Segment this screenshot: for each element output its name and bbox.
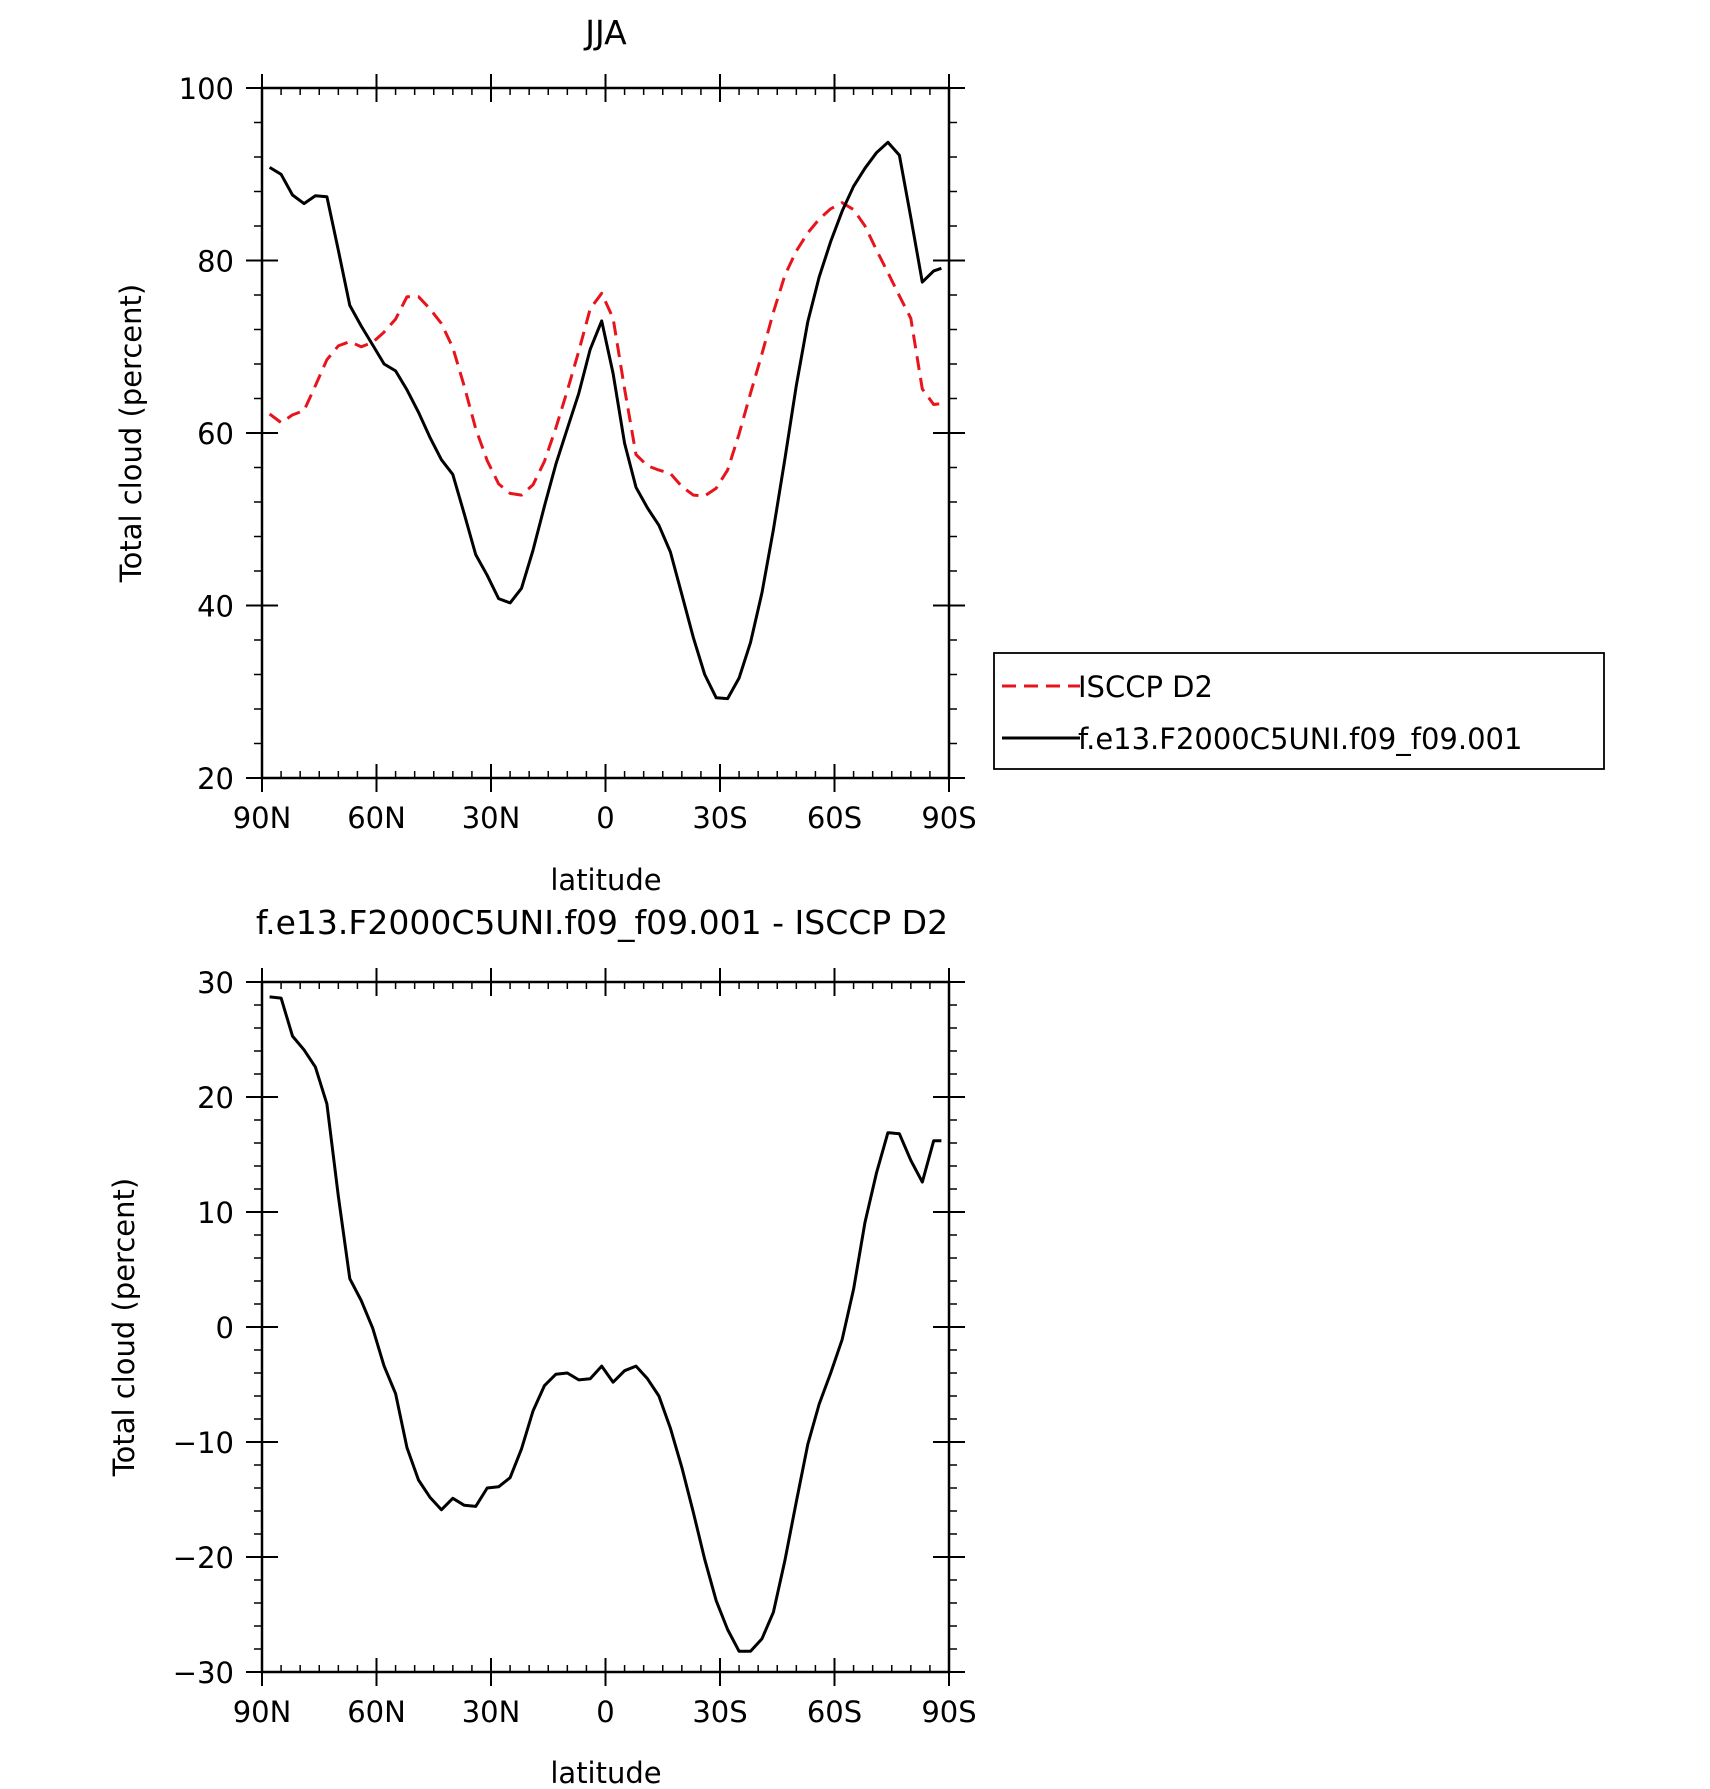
top-x-tick-label: 60N: [347, 801, 406, 835]
bottom-x-tick-label: 30S: [692, 1695, 747, 1729]
top-y-tick-label: 80: [197, 245, 234, 279]
bottom-y-tick-label: −30: [173, 1656, 234, 1690]
top-plot-frame: [260, 86, 951, 780]
bottom-x-tick-label: 60S: [807, 1695, 862, 1729]
top-y-tick-label: 60: [197, 417, 234, 451]
legend: ISCCP D2 f.e13.F2000C5UNI.f09_f09.001: [993, 652, 1605, 770]
bottom-x-tick-label: 90N: [233, 1695, 292, 1729]
legend-box: [993, 652, 1605, 770]
bottom-axis-ticks: 90N 60N 30N 0 30S 60S 90S −30 −20 −10 0 10 20 30: [173, 966, 977, 1729]
top-y-axis-title: Total cloud (percent): [114, 284, 148, 583]
top-x-tick-label: 30S: [692, 801, 747, 835]
bottom-y-tick-label: −10: [173, 1426, 234, 1460]
bottom-panel: f.e13.F2000C5UNI.f09_f09.001 - ISCCP D2 …: [107, 903, 977, 1789]
top-y-tick-label: 20: [197, 762, 234, 796]
bottom-series-line-0: [269, 995, 942, 1653]
bottom-y-tick-label: 20: [197, 1081, 234, 1115]
top-series-layer: [268, 140, 942, 701]
bottom-plot-frame: [260, 980, 951, 1674]
bottom-y-tick-label: 30: [197, 966, 234, 1000]
top-x-tick-label: 60S: [807, 801, 862, 835]
bottom-y-axis-title: Total cloud (percent): [107, 1178, 141, 1477]
bottom-x-tick-label: 90S: [921, 1695, 976, 1729]
top-y-tick-label: 40: [197, 590, 234, 624]
legend-entry-model: f.e13.F2000C5UNI.f09_f09.001: [1078, 722, 1522, 756]
bottom-y-tick-label: 0: [216, 1311, 234, 1345]
top-plot-title: JJA: [583, 13, 627, 52]
bottom-series-layer: [269, 995, 942, 1653]
top-x-tick-label: 90S: [921, 801, 976, 835]
bottom-y-tick-label: 10: [197, 1196, 234, 1230]
bottom-y-tick-label: −20: [173, 1541, 234, 1575]
top-x-axis-title: latitude: [550, 863, 661, 897]
bottom-x-tick-label: 60N: [347, 1695, 406, 1729]
top-panel: JJA 90N 60N 30N 0 30S 60S 90S 20 40 60 80 100 latit…: [114, 13, 1605, 897]
top-series-line-1: [268, 140, 942, 701]
legend-entry-isccp: ISCCP D2: [1078, 670, 1213, 704]
bottom-plot-title: f.e13.F2000C5UNI.f09_f09.001 - ISCCP D2: [256, 903, 948, 942]
bottom-x-tick-label: 30N: [462, 1695, 521, 1729]
top-y-tick-label: 100: [179, 72, 234, 106]
top-axis-ticks: 90N 60N 30N 0 30S 60S 90S 20 40 60 80 100: [179, 72, 977, 835]
top-x-tick-label: 30N: [462, 801, 521, 835]
top-x-tick-label: 90N: [233, 801, 292, 835]
bottom-x-axis-title: latitude: [550, 1756, 661, 1789]
top-x-tick-label: 0: [596, 801, 614, 835]
top-series-line-0: [268, 201, 942, 498]
bottom-x-tick-label: 0: [596, 1695, 614, 1729]
